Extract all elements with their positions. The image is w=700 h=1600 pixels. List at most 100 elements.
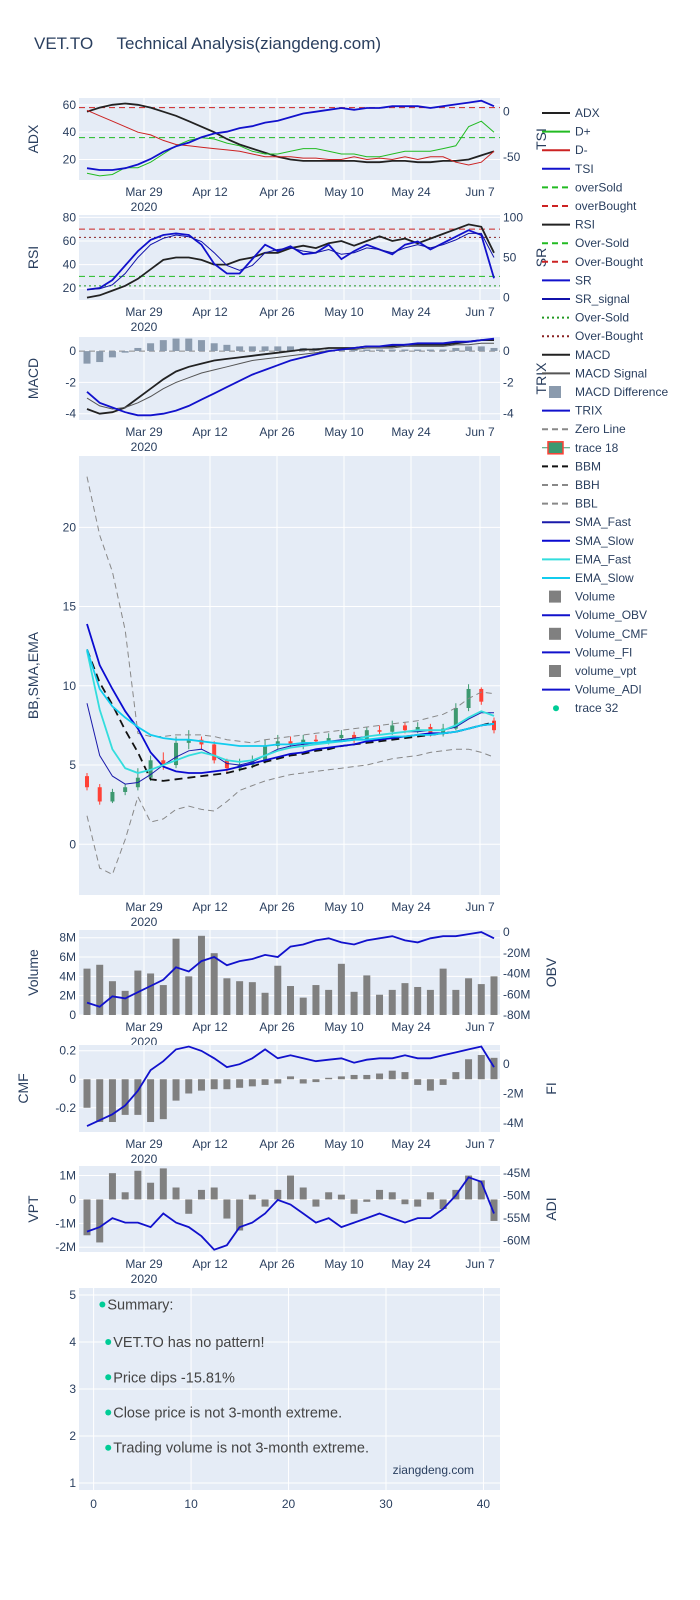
legend-item[interactable]: Over-Bought xyxy=(542,329,644,343)
tick-label: Apr 12 xyxy=(192,1257,228,1271)
bar xyxy=(401,349,409,352)
tick-label: -60M xyxy=(503,1234,530,1248)
bar xyxy=(363,349,371,352)
series-D- xyxy=(86,109,495,166)
tick-label: May 24 xyxy=(391,425,431,439)
tick-label: 6M xyxy=(59,950,76,964)
legend-item[interactable]: overSold xyxy=(542,180,622,194)
legend-item[interactable]: BBM xyxy=(542,459,601,473)
summary-line: Summary: xyxy=(107,1297,173,1313)
bar xyxy=(159,340,167,352)
legend-item[interactable]: Over-Sold xyxy=(542,311,629,325)
y-axis-label-right: TSI xyxy=(533,128,549,150)
bar xyxy=(223,1199,231,1219)
series-EMA_Slow xyxy=(86,649,495,747)
tick-label: 2020 xyxy=(131,440,158,454)
legend-item[interactable]: SMA_Slow xyxy=(542,534,634,548)
legend-item[interactable]: Volume_FI xyxy=(542,645,632,659)
plot-area xyxy=(79,98,500,180)
candle xyxy=(390,725,395,732)
tick-label: May 24 xyxy=(391,900,431,914)
tick-label: May 10 xyxy=(324,1257,364,1271)
candle xyxy=(339,734,344,739)
tick-label: Apr 26 xyxy=(259,185,295,199)
legend-label: EMA_Slow xyxy=(575,571,634,585)
legend-item[interactable]: MACD Signal xyxy=(542,366,647,380)
legend-item[interactable]: BBL xyxy=(542,497,598,511)
bar xyxy=(350,1199,358,1214)
bar xyxy=(236,346,244,352)
legend-item[interactable]: EMA_Slow xyxy=(542,571,634,585)
credit-text: ziangdeng.com xyxy=(393,1463,474,1477)
bar xyxy=(299,997,307,1015)
bar xyxy=(287,986,294,1015)
bar xyxy=(414,1079,422,1085)
bar xyxy=(121,1192,129,1200)
legend-item[interactable]: Volume_CMF xyxy=(549,627,648,641)
tick-label: 0 xyxy=(69,1008,76,1022)
tick-label: May 24 xyxy=(391,1257,431,1271)
legend-item[interactable]: Volume xyxy=(549,590,615,604)
legend-item[interactable]: EMA_Fast xyxy=(542,552,632,566)
legend-item[interactable]: RSI xyxy=(542,218,595,232)
bar xyxy=(197,935,205,1015)
tick-label: 2020 xyxy=(131,1272,158,1286)
legend-item[interactable]: trace 18 xyxy=(542,441,619,455)
bar xyxy=(490,976,498,1015)
bar xyxy=(223,1079,231,1090)
legend-item[interactable]: SMA_Fast xyxy=(542,515,632,529)
bar xyxy=(121,990,129,1015)
legend-item[interactable]: volume_vpt xyxy=(549,664,637,678)
legend-item[interactable]: MACD Difference xyxy=(549,385,668,399)
legend-label: RSI xyxy=(575,218,595,232)
legend-item[interactable]: D+ xyxy=(542,125,591,139)
legend-item[interactable]: TSI xyxy=(542,162,594,176)
legend-item[interactable]: ADX xyxy=(542,106,600,120)
legend-label: D- xyxy=(575,143,588,157)
tick-label: Apr 12 xyxy=(192,305,228,319)
bar xyxy=(223,344,231,352)
candle xyxy=(326,738,331,742)
bar xyxy=(325,1192,333,1200)
bar xyxy=(452,989,460,1015)
legend-item[interactable]: TRIX xyxy=(542,404,602,418)
tick-label: 0 xyxy=(69,344,76,358)
series-TSI xyxy=(86,99,495,171)
tick-label: 3 xyxy=(69,1382,76,1396)
series-BBL xyxy=(86,748,495,876)
legend-label: ADX xyxy=(575,106,600,120)
bar xyxy=(197,1079,205,1091)
legend-item[interactable]: BBH xyxy=(542,478,600,492)
series-MACD Signal xyxy=(86,342,494,410)
bar xyxy=(376,994,384,1015)
bar xyxy=(261,1079,269,1085)
tick-label: Jun 7 xyxy=(465,305,495,319)
legend-item[interactable]: SR_signal xyxy=(542,292,630,306)
legend-item[interactable]: overBought xyxy=(542,199,637,213)
tick-label: -2 xyxy=(503,375,514,389)
bar xyxy=(261,992,269,1015)
legend[interactable]: ADX D+ D- TSI overSold overBought RSI Over-Sold… xyxy=(542,106,668,715)
legend-item[interactable]: MACD xyxy=(542,348,611,362)
bar xyxy=(185,1199,193,1214)
bar xyxy=(299,1187,307,1200)
legend-item[interactable]: Over-Bought xyxy=(542,255,644,269)
bar xyxy=(210,343,218,352)
summary-marker xyxy=(105,1444,112,1451)
legend-item[interactable]: trace 32 xyxy=(553,701,619,715)
legend-item[interactable]: SR xyxy=(542,273,592,287)
bar xyxy=(172,1079,180,1101)
legend-label: Volume xyxy=(575,590,615,604)
tick-label: 20 xyxy=(63,520,77,534)
legend-item[interactable]: Volume_ADI xyxy=(542,683,642,697)
legend-item[interactable]: Volume_OBV xyxy=(542,608,647,622)
bar xyxy=(147,1079,155,1123)
legend-item[interactable]: Over-Sold xyxy=(542,236,629,250)
bar xyxy=(248,1194,256,1200)
legend-item[interactable]: Zero Line xyxy=(542,422,626,436)
tick-label: Apr 12 xyxy=(192,900,228,914)
legend-label: overBought xyxy=(575,199,637,213)
bar xyxy=(426,1192,434,1200)
legend-item[interactable]: D- xyxy=(542,143,588,157)
